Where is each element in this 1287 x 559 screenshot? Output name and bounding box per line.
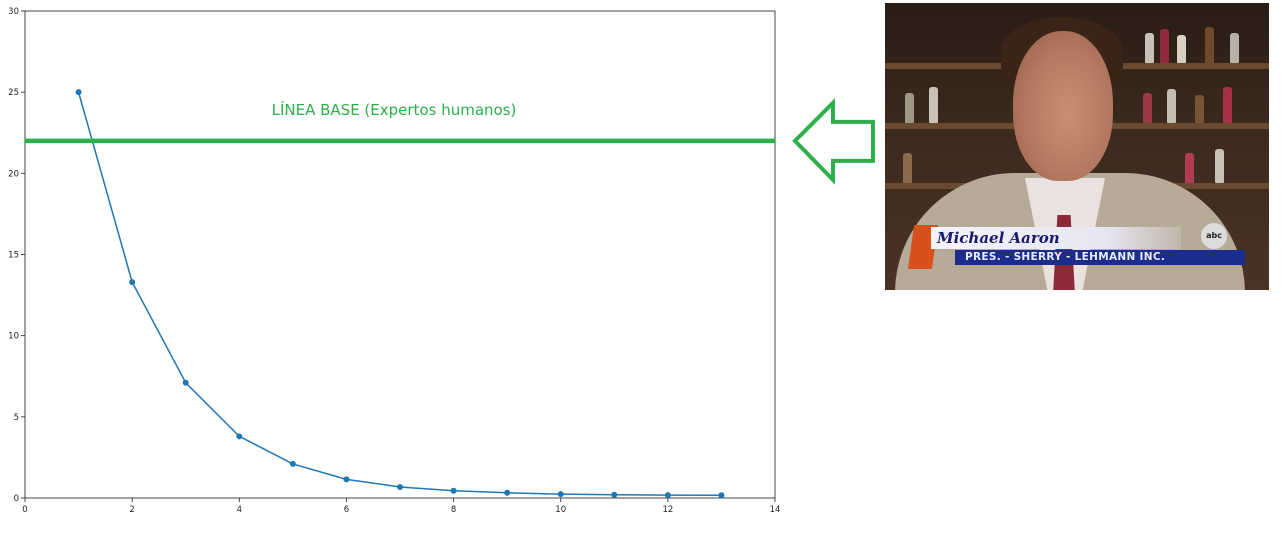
network-logo: abc bbox=[1201, 223, 1227, 249]
bottle bbox=[1205, 27, 1214, 63]
data-point bbox=[343, 476, 350, 483]
caption-title: PRES. - SHERRY - LEHMANN INC. bbox=[955, 250, 1245, 265]
data-point bbox=[397, 483, 403, 490]
data-point bbox=[129, 279, 136, 286]
bottle bbox=[905, 93, 914, 123]
arrow-icon bbox=[792, 98, 875, 185]
y-tick-label: 10 bbox=[8, 332, 19, 342]
y-tick-label: 5 bbox=[14, 413, 19, 423]
y-tick-label: 0 bbox=[14, 494, 19, 504]
bottle bbox=[903, 153, 912, 183]
data-point bbox=[664, 492, 671, 499]
bottle bbox=[1160, 29, 1169, 63]
bottle bbox=[929, 87, 938, 123]
data-point bbox=[289, 460, 296, 467]
bottle bbox=[1167, 89, 1176, 123]
series-line bbox=[77, 91, 722, 496]
y-tick-label: 30 bbox=[8, 7, 19, 17]
x-tick-label: 6 bbox=[344, 505, 349, 515]
x-tick-label: 10 bbox=[555, 505, 566, 515]
chart: 0 2 4 6 8 10 12 14 0 5 10 15 20 25 30 LÍNEA BASE (Exper… bbox=[8, 7, 875, 515]
data-point bbox=[450, 487, 457, 494]
data-point bbox=[718, 492, 725, 499]
bottle bbox=[1215, 149, 1224, 183]
bottle bbox=[1177, 35, 1186, 63]
data-point bbox=[182, 379, 189, 386]
x-tick-label: 14 bbox=[770, 505, 781, 515]
x-tick-label: 4 bbox=[237, 505, 242, 515]
data-point bbox=[611, 491, 618, 498]
bottle bbox=[1223, 87, 1232, 123]
x-tick-label: 8 bbox=[451, 505, 456, 515]
data-point bbox=[557, 491, 564, 498]
data-point bbox=[236, 433, 243, 440]
face bbox=[1013, 31, 1113, 181]
y-tick-label: 25 bbox=[8, 88, 19, 98]
x-tick-label: 12 bbox=[662, 505, 673, 515]
bottle bbox=[1143, 93, 1152, 123]
y-tick-label: 20 bbox=[8, 169, 19, 179]
plot-frame bbox=[24, 10, 776, 499]
x-tick-label: 2 bbox=[129, 505, 134, 515]
interview-photo: Michael Aaron PRES. - SHERRY - LEHMANN I… bbox=[885, 3, 1269, 290]
caption-name: Michael Aaron bbox=[931, 227, 1181, 249]
y-tick-label: 15 bbox=[8, 251, 19, 261]
data-point bbox=[75, 89, 82, 96]
baseline-label: LÍNEA BASE (Expertos humanos) bbox=[272, 100, 517, 119]
bottle bbox=[1195, 95, 1204, 123]
bottle bbox=[1145, 33, 1154, 63]
data-point bbox=[504, 489, 511, 496]
x-tick-label: 0 bbox=[22, 505, 27, 515]
bottle bbox=[1185, 153, 1194, 183]
plot-area: 0 2 4 6 8 10 12 14 0 5 10 15 20 25 30 LÍNEA BASE (Exper… bbox=[8, 7, 875, 515]
lower-third-caption: Michael Aaron PRES. - SHERRY - LEHMANN I… bbox=[907, 223, 1255, 269]
bottle bbox=[1230, 33, 1239, 63]
